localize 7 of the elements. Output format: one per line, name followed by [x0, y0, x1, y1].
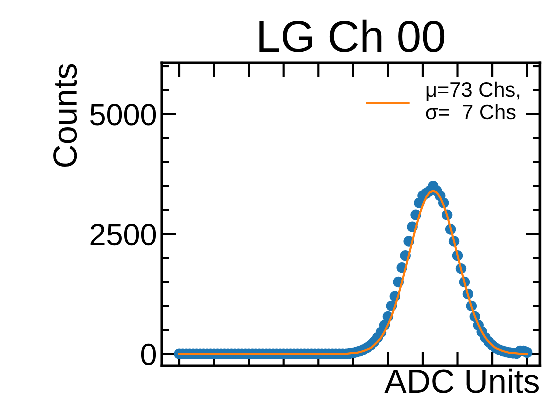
y-tick-label: 5000	[90, 104, 156, 126]
y-axis-title: Counts	[54, 64, 78, 168]
x-axis-title: ADC Units	[384, 368, 539, 394]
y-tick-label: 0	[141, 344, 156, 366]
chart-title: LG Ch 00	[260, 20, 445, 52]
y-tick-label: 2500	[90, 224, 156, 246]
legend-label: μ=73 Chs, σ= 7 Chs	[426, 82, 520, 120]
